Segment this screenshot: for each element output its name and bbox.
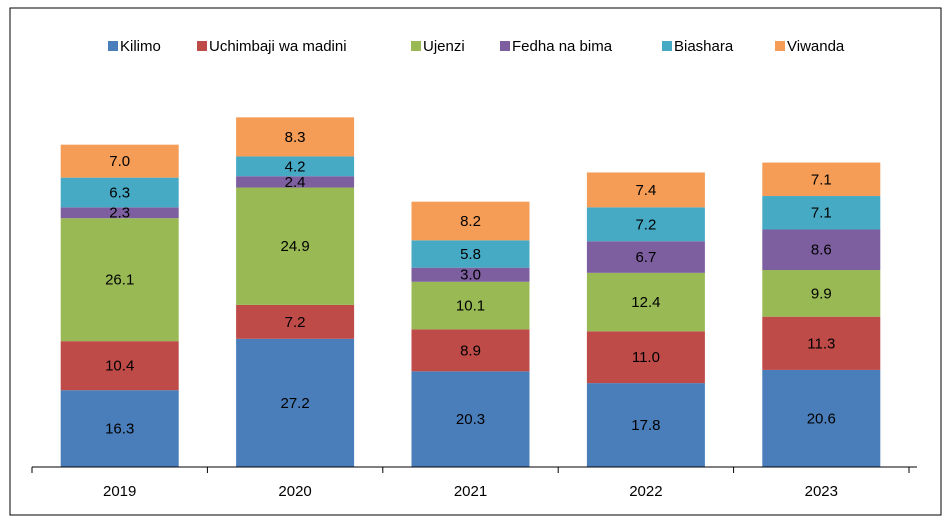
bar-segment — [236, 338, 355, 467]
x-tick-label: 2020 — [278, 483, 311, 500]
bar-segment — [60, 390, 179, 467]
data-label: 10.1 — [456, 298, 485, 315]
bar-segment — [586, 383, 705, 467]
data-label: 10.4 — [105, 358, 134, 375]
bar-segment — [762, 369, 881, 467]
legend-label: Kilimo — [120, 38, 161, 55]
bar-segment — [411, 371, 530, 467]
legend-swatch — [197, 41, 207, 51]
bar-segment — [762, 229, 881, 271]
data-label: 7.0 — [109, 153, 130, 170]
legend-swatch — [108, 41, 118, 51]
bar-segment — [586, 241, 705, 273]
data-label: 4.2 — [285, 158, 306, 175]
legend-swatch — [775, 41, 785, 51]
data-label: 8.2 — [460, 213, 481, 230]
data-label: 20.6 — [807, 410, 836, 427]
data-label: 7.1 — [811, 171, 832, 188]
data-label: 27.2 — [280, 395, 309, 412]
bar-segment — [762, 316, 881, 370]
data-label: 7.2 — [635, 216, 656, 233]
bar-segment — [236, 176, 355, 188]
bar-segment — [411, 281, 530, 330]
x-tick-label: 2022 — [629, 483, 662, 500]
data-label: 6.7 — [635, 249, 656, 266]
data-label: 8.6 — [811, 242, 832, 259]
data-label: 17.8 — [631, 417, 660, 434]
bar-segment — [60, 207, 179, 219]
bar-segment — [60, 341, 179, 391]
data-label: 7.2 — [285, 314, 306, 331]
bar-segment — [411, 201, 530, 241]
x-tick-label: 2019 — [103, 483, 136, 500]
bar-segment — [60, 177, 179, 208]
data-label: 2.4 — [285, 174, 306, 191]
legend-label: Viwanda — [787, 38, 845, 55]
data-label: 7.4 — [635, 182, 656, 199]
data-label: 11.3 — [807, 335, 835, 352]
legend-swatch — [500, 41, 510, 51]
bar-segment — [762, 196, 881, 230]
data-label: 6.3 — [109, 184, 130, 201]
x-tick-label: 2023 — [805, 483, 838, 500]
bar-segment — [762, 162, 881, 197]
bar-segment — [411, 240, 530, 268]
bar-segment — [411, 329, 530, 372]
data-label: 7.1 — [811, 205, 832, 222]
data-label: 20.3 — [456, 411, 485, 428]
legend-label: Uchimbaji wa madini — [209, 38, 347, 55]
x-tick-label: 2021 — [454, 483, 487, 500]
bar-segment — [411, 267, 530, 282]
bar-segment — [236, 187, 355, 305]
bar-segment — [586, 331, 705, 384]
data-label: 8.3 — [285, 129, 306, 146]
data-label: 3.0 — [460, 267, 481, 284]
legend-label: Biashara — [674, 38, 734, 55]
bar-segment — [236, 304, 355, 339]
legend-label: Fedha na bima — [512, 38, 613, 55]
data-label: 11.0 — [632, 349, 660, 366]
data-label: 16.3 — [105, 421, 134, 438]
bar-segment — [762, 270, 881, 317]
bar-segment — [236, 117, 355, 157]
bar-segment — [60, 144, 179, 178]
bar-segment — [60, 218, 179, 342]
data-label: 26.1 — [105, 272, 134, 289]
legend-swatch — [662, 41, 672, 51]
bar-segment — [586, 207, 705, 242]
bar-segment — [236, 156, 355, 177]
bar-segment — [586, 272, 705, 332]
data-label: 24.9 — [280, 238, 309, 255]
data-label: 2.3 — [109, 205, 130, 222]
data-label: 5.8 — [460, 246, 481, 263]
data-label: 8.9 — [460, 342, 481, 359]
legend-label: Ujenzi — [423, 38, 465, 55]
data-label: 9.9 — [811, 285, 832, 302]
data-label: 12.4 — [631, 294, 660, 311]
legend-swatch — [411, 41, 421, 51]
bar-segment — [586, 172, 705, 208]
